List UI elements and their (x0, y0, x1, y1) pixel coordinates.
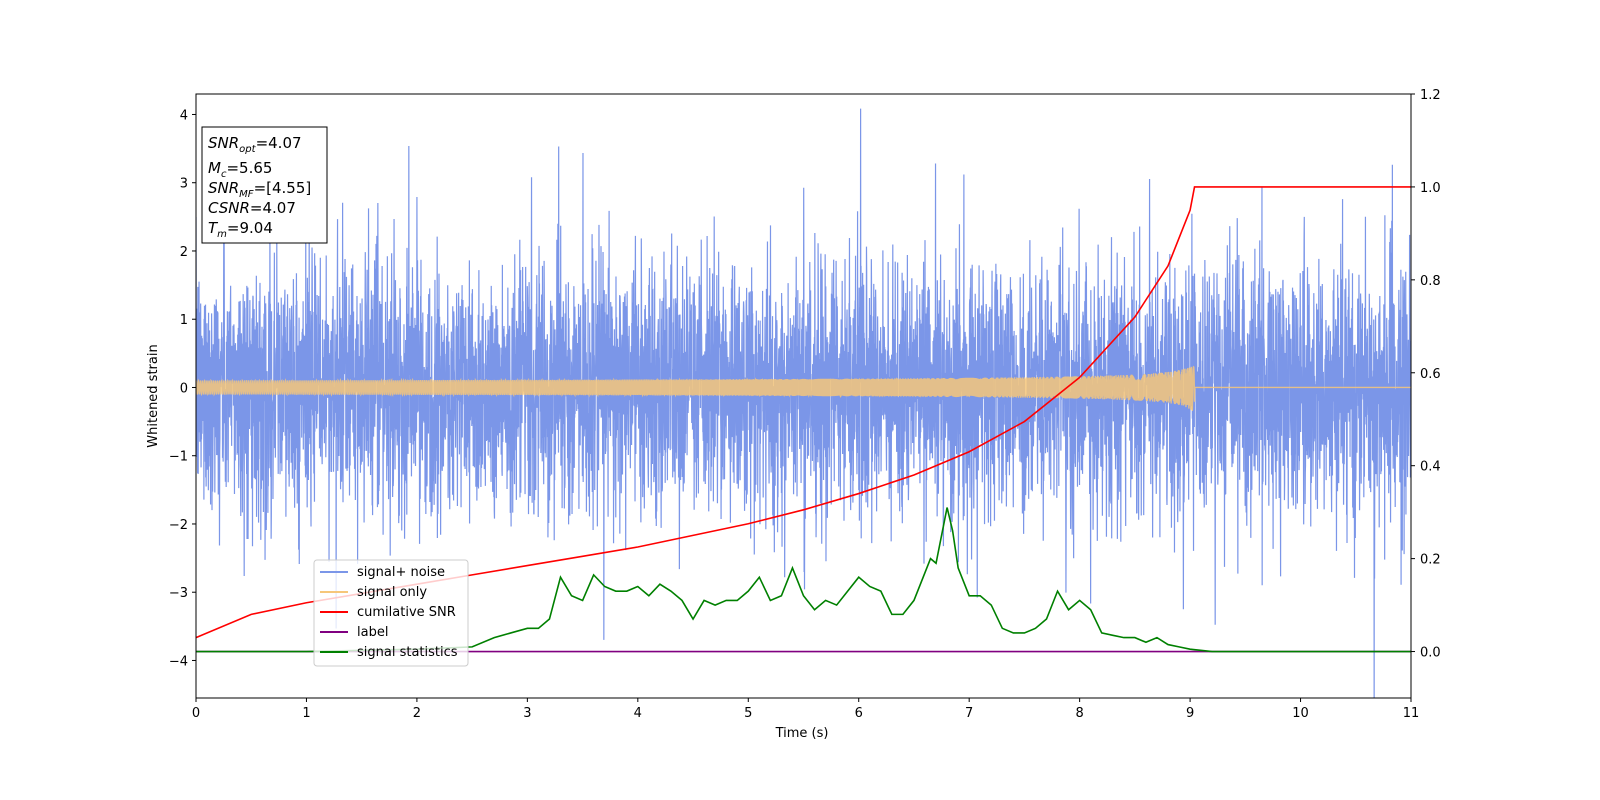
info-snr-mf: SNRMF=[4.55] (208, 179, 311, 200)
x-tick-label: 9 (1186, 706, 1194, 721)
x-tick-label: 6 (855, 706, 863, 721)
x-tick-label: 8 (1075, 706, 1083, 721)
y2-tick-label: 1.2 (1420, 88, 1441, 103)
y-tick-label: −3 (169, 586, 188, 601)
legend-label-cumulative-snr: cumilative SNR (357, 605, 456, 620)
y-tick-label: 1 (180, 313, 188, 328)
y2-tick-label: 0.4 (1420, 460, 1441, 475)
x-tick-label: 7 (965, 706, 973, 721)
x-tick-label: 4 (634, 706, 642, 721)
legend: signal+ noise signal only cumilative SNR… (313, 559, 469, 667)
y2-tick-label: 1.0 (1420, 181, 1441, 196)
info-tm: Tm=9.04 (208, 219, 273, 240)
x-tick-label: 2 (413, 706, 421, 721)
y-tick-label: −1 (169, 450, 188, 465)
x-tick-label: 3 (523, 706, 531, 721)
y-tick-label: −4 (169, 654, 188, 669)
legend-label-signal-noise: signal+ noise (357, 565, 445, 580)
y-axis-label: Whitened strain (146, 344, 161, 447)
y-tick-label: 3 (180, 177, 188, 192)
series-signal-statistics-line (196, 507, 1411, 653)
y-tick-label: 4 (180, 108, 188, 123)
x-tick-label: 0 (192, 706, 200, 721)
series-signal-only-line (196, 365, 1411, 411)
series-signal-noise-line (196, 108, 1411, 698)
info-box-frame (201, 126, 328, 244)
legend-label-signal-statistics: signal statistics (357, 645, 458, 660)
y2-tick-label: 0.6 (1420, 367, 1441, 382)
x-tick-label: 11 (1403, 706, 1420, 721)
x-tick-label: 5 (744, 706, 752, 721)
info-box: SNRopt=4.07 Mc=5.65 SNRMF=[4.55] CSNR=4.… (201, 126, 328, 244)
y2-tick-label: 0.8 (1420, 274, 1441, 289)
x-axis-label: Time (s) (775, 726, 829, 741)
y2-tick-label: 0.0 (1420, 646, 1441, 661)
plot-frame (195, 93, 1412, 699)
x-tick-label: 10 (1292, 706, 1309, 721)
y-tick-label: 2 (180, 245, 188, 260)
legend-label-label: label (357, 625, 388, 640)
y-tick-label: −2 (169, 518, 188, 533)
legend-frame (313, 559, 469, 667)
info-snr-opt: SNRopt=4.07 (208, 134, 302, 155)
info-csnr: CSNR=4.07 (208, 199, 296, 217)
info-mc: Mc=5.65 (208, 159, 272, 180)
y-tick-label: 0 (180, 381, 188, 396)
legend-label-signal-only: signal only (357, 585, 427, 600)
x-tick-label: 1 (302, 706, 310, 721)
y2-tick-label: 0.2 (1420, 553, 1441, 568)
